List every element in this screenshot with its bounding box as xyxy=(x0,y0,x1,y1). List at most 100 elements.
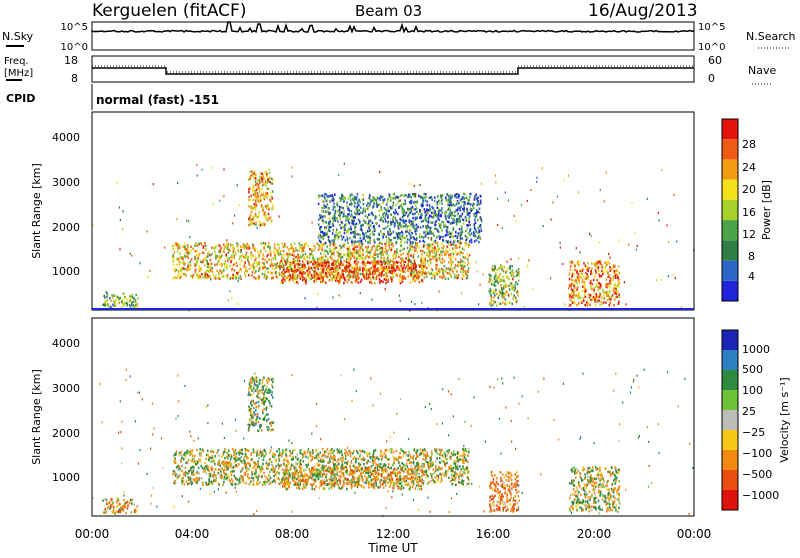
data-cell xyxy=(266,171,268,173)
data-cell xyxy=(424,196,426,198)
data-cell xyxy=(194,244,196,246)
data-cell xyxy=(578,191,579,193)
data-cell xyxy=(463,204,465,206)
data-cell xyxy=(576,247,577,249)
data-cell xyxy=(174,251,176,253)
data-cell xyxy=(618,239,619,241)
data-cell xyxy=(264,171,266,173)
data-cell xyxy=(573,285,575,287)
data-cell xyxy=(457,214,459,216)
data-cell xyxy=(253,477,255,479)
data-cell xyxy=(409,230,410,232)
data-cell xyxy=(207,274,208,276)
data-cell xyxy=(496,293,498,295)
data-cell xyxy=(381,280,383,282)
data-cell xyxy=(249,247,251,249)
data-cell xyxy=(313,249,315,251)
data-cell xyxy=(370,233,372,235)
data-cell xyxy=(231,297,232,299)
data-cell xyxy=(251,452,253,454)
data-cell xyxy=(339,231,341,233)
data-cell xyxy=(419,275,421,277)
data-cell xyxy=(584,283,586,285)
data-cell xyxy=(458,261,460,263)
data-cell xyxy=(187,483,189,485)
data-cell xyxy=(363,208,365,210)
data-cell xyxy=(435,242,437,244)
data-cell xyxy=(395,257,397,259)
data-cell xyxy=(255,203,257,205)
data-cell xyxy=(394,216,396,218)
data-cell xyxy=(618,286,620,288)
data-cell xyxy=(450,259,452,261)
data-cell xyxy=(398,256,400,258)
data-cell xyxy=(591,235,592,237)
data-cell xyxy=(300,277,302,279)
data-cell xyxy=(401,279,403,281)
data-cell xyxy=(572,302,574,304)
data-cell xyxy=(599,295,601,297)
data-cell xyxy=(449,249,451,251)
data-cell xyxy=(359,247,361,249)
data-cell xyxy=(397,237,399,239)
data-cell xyxy=(412,223,414,225)
data-cell xyxy=(618,283,620,285)
data-cell xyxy=(223,168,224,170)
data-cell xyxy=(312,263,314,265)
data-cell xyxy=(419,236,421,238)
data-cell xyxy=(415,248,417,250)
data-cell xyxy=(428,221,430,223)
data-cell xyxy=(613,289,615,291)
data-cell xyxy=(328,261,329,263)
data-cell xyxy=(378,274,380,276)
data-cell xyxy=(436,250,438,252)
data-cell xyxy=(278,252,280,254)
data-cell xyxy=(191,249,193,251)
data-cell xyxy=(336,252,338,254)
data-cell xyxy=(437,195,439,197)
data-cell xyxy=(574,268,576,270)
data-cell xyxy=(327,251,329,253)
data-cell xyxy=(610,298,612,300)
data-cell xyxy=(315,247,317,249)
data-cell xyxy=(410,196,412,198)
data-cell xyxy=(440,251,442,253)
data-cell xyxy=(462,264,464,266)
data-cell xyxy=(219,272,221,274)
data-cell xyxy=(480,200,482,202)
data-cell xyxy=(450,203,452,205)
data-cell xyxy=(333,202,335,204)
data-cell xyxy=(456,253,458,255)
data-cell xyxy=(444,254,446,256)
data-cell xyxy=(391,232,393,234)
data-cell xyxy=(368,245,370,247)
data-cell xyxy=(462,483,464,485)
data-cell xyxy=(194,257,196,259)
data-cell xyxy=(390,448,392,450)
data-cell xyxy=(438,290,439,292)
data-cell xyxy=(593,292,595,294)
data-cell xyxy=(311,276,313,278)
data-cell xyxy=(407,208,409,210)
data-cell xyxy=(584,293,586,295)
data-cell xyxy=(446,458,448,460)
data-cell xyxy=(476,209,478,211)
data-cell xyxy=(512,278,513,280)
data-cell xyxy=(348,246,350,248)
data-cell xyxy=(433,213,435,215)
data-cell xyxy=(434,200,435,202)
data-cell xyxy=(198,257,200,259)
data-cell xyxy=(272,273,274,275)
data-cell xyxy=(119,206,120,208)
data-cell xyxy=(270,251,272,253)
data-cell xyxy=(346,265,348,267)
data-cell xyxy=(440,236,442,238)
data-cell xyxy=(500,273,502,275)
data-cell xyxy=(383,199,385,201)
data-cell xyxy=(499,294,501,296)
data-cell xyxy=(133,301,135,303)
data-cell xyxy=(608,253,609,255)
data-cell xyxy=(365,263,367,265)
data-cell xyxy=(120,219,121,221)
data-cell xyxy=(288,270,290,272)
